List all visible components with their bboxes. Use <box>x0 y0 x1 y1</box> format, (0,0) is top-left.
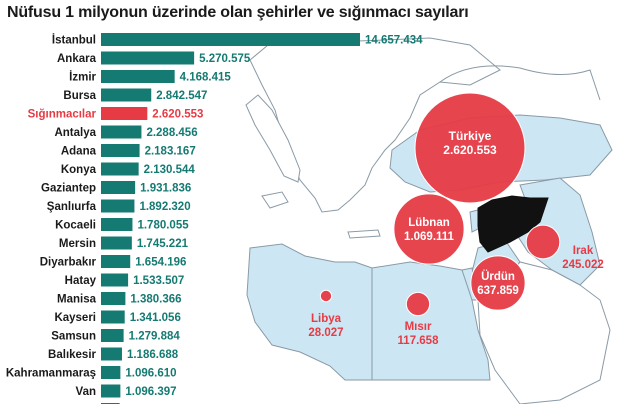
bubble <box>393 193 465 265</box>
sicily-land <box>261 191 289 209</box>
value-label: 1.341.056 <box>130 312 181 324</box>
category-label: Mersin <box>59 238 96 250</box>
value-label: 1.892.320 <box>139 201 190 213</box>
value-label: 1.096.397 <box>125 386 176 398</box>
crete-land <box>347 229 381 239</box>
bar <box>101 236 132 250</box>
bar <box>101 366 121 379</box>
value-label: 1.654.196 <box>135 257 186 269</box>
bubble <box>414 92 526 204</box>
category-label: Manisa <box>57 294 97 306</box>
category-label: Sığınmacılar <box>28 109 97 121</box>
value-label: 5.270.575 <box>199 53 251 65</box>
bar <box>101 107 148 120</box>
bar-chart: İstanbul 14.657.434 Ankara 5.270.575 İzmir 4.… <box>6 33 423 404</box>
value-label: 1.279.884 <box>129 331 181 343</box>
bubble-country-label: Ürdün <box>481 270 515 283</box>
chart-title: Nüfusu 1 milyonun üzerinde olan şehirler… <box>7 4 469 21</box>
value-label: 4.168.415 <box>180 72 232 84</box>
value-label: 1.380.366 <box>130 294 181 306</box>
category-label: Hatay <box>65 275 97 287</box>
bar <box>101 329 124 342</box>
value-label: 1.931.836 <box>140 183 191 195</box>
bubble-value-label: 117.658 <box>398 335 440 347</box>
bar <box>101 384 121 398</box>
category-label: Balıkesir <box>48 349 96 361</box>
category-label: İzmir <box>69 71 96 84</box>
bar <box>101 292 126 305</box>
bar <box>101 347 122 361</box>
category-label: Konya <box>61 164 97 176</box>
bar <box>101 181 136 194</box>
bar <box>101 70 175 83</box>
value-label: 2.842.547 <box>156 90 207 102</box>
bubble-country-label: Mısır <box>405 321 432 333</box>
bubble-country-label: Türkiye <box>449 129 492 143</box>
bubble-value-label: 1.069.111 <box>404 231 454 243</box>
category-label: Bursa <box>63 90 96 102</box>
bar <box>101 273 129 287</box>
bubble-country-label: Irak <box>573 245 594 257</box>
category-label: Van <box>76 386 96 398</box>
category-label: Kocaeli <box>55 220 96 232</box>
category-label: Samsun <box>51 331 96 343</box>
libya-land <box>246 243 373 381</box>
bubble-value-label: 245.022 <box>562 259 604 271</box>
value-label: 2.620.553 <box>152 109 203 121</box>
value-label: 2.183.167 <box>145 146 196 158</box>
bar <box>101 33 360 46</box>
syria-land <box>477 195 549 253</box>
category-label: Gaziantep <box>41 183 96 195</box>
value-label: 1.096.610 <box>125 368 176 380</box>
bar <box>101 255 131 268</box>
category-label: Diyarbakır <box>40 257 97 269</box>
category-label: Şanlıurfa <box>47 201 97 213</box>
bar <box>101 162 139 176</box>
category-label: Antalya <box>54 127 96 139</box>
value-label: 2.130.544 <box>144 164 196 176</box>
bar <box>101 218 133 231</box>
value-label: 1.780.055 <box>137 220 189 232</box>
value-label: 14.657.434 <box>365 35 423 47</box>
bubble <box>405 291 431 317</box>
italy-land <box>245 94 301 183</box>
bubble-value-label: 637.859 <box>477 285 519 297</box>
category-label: Adana <box>61 146 97 158</box>
bubble-value-label: 2.620.553 <box>443 143 497 157</box>
value-label: 1.186.688 <box>127 349 179 361</box>
bar <box>101 310 125 324</box>
black-sea-coast <box>439 65 601 101</box>
value-label: 1.533.507 <box>133 275 184 287</box>
bar <box>101 51 195 65</box>
bar <box>101 88 152 102</box>
value-label: 1.745.221 <box>137 238 189 250</box>
category-label: İstanbul <box>52 34 96 47</box>
bubble <box>470 255 526 311</box>
bubble-country-label: Lübnan <box>408 217 450 229</box>
category-label: Kahramanmaraş <box>6 368 96 380</box>
bubble <box>525 224 561 260</box>
bar <box>101 144 140 157</box>
bar <box>101 199 135 213</box>
category-label: Kayseri <box>54 312 96 324</box>
bubble-country-label: Libya <box>311 313 342 325</box>
value-label: 2.288.456 <box>146 127 197 139</box>
bubble-value-label: 28.027 <box>308 327 343 339</box>
bar <box>101 125 142 139</box>
bubble <box>319 289 333 303</box>
category-label: Ankara <box>57 53 97 65</box>
